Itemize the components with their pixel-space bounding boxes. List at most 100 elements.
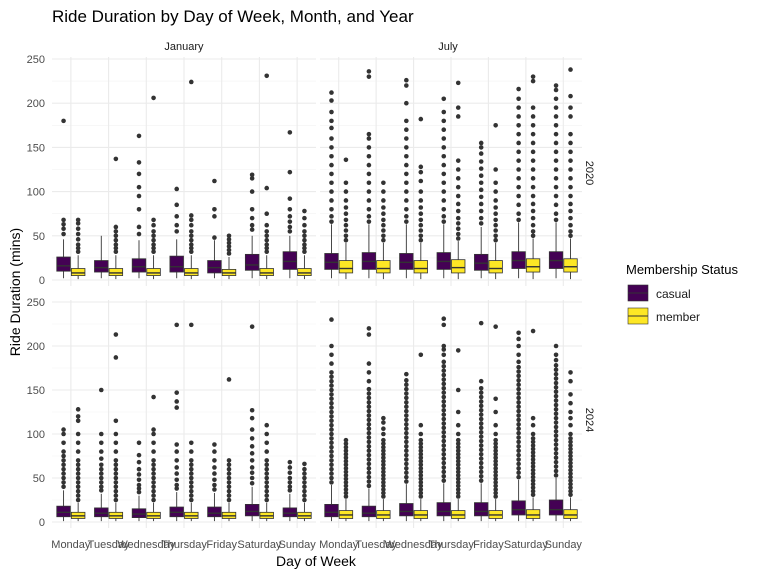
outlier-point xyxy=(493,189,498,194)
outlier-point xyxy=(441,372,447,378)
y-tick-label: 150 xyxy=(27,385,45,397)
outlier-point xyxy=(343,448,349,454)
outlier-point xyxy=(568,131,573,137)
outlier-point xyxy=(493,123,498,128)
outlier-point xyxy=(553,211,559,216)
outlier-point xyxy=(478,140,484,146)
outlier-point xyxy=(366,439,372,445)
outlier-point xyxy=(302,480,307,485)
outlier-point xyxy=(226,493,232,498)
outlier-point xyxy=(441,425,447,431)
panel-july-2024 xyxy=(320,300,582,528)
outlier-point xyxy=(366,408,372,414)
outlier-point xyxy=(530,158,536,163)
outlier-point xyxy=(98,462,104,468)
outlier-point xyxy=(455,455,461,461)
outlier-point xyxy=(329,214,334,219)
box-iqr xyxy=(511,500,526,516)
outlier-point xyxy=(455,431,461,437)
outlier-point xyxy=(568,229,573,234)
outlier-point xyxy=(136,489,142,495)
box-member-monday xyxy=(338,157,354,280)
outlier-point xyxy=(381,455,386,461)
outlier-point xyxy=(174,405,180,410)
outlier-point xyxy=(418,164,424,170)
outlier-point xyxy=(418,458,424,464)
outlier-point xyxy=(113,484,119,490)
outlier-point xyxy=(530,453,536,459)
outlier-point xyxy=(188,322,194,328)
outlier-point xyxy=(381,462,386,468)
outlier-point xyxy=(151,466,156,472)
box-iqr xyxy=(282,507,298,518)
outlier-point xyxy=(478,194,484,200)
outlier-point xyxy=(404,430,409,436)
outlier-point xyxy=(493,444,498,450)
box-iqr xyxy=(488,260,503,274)
outlier-point xyxy=(455,487,461,492)
outlier-point xyxy=(264,493,270,498)
outlier-point xyxy=(418,441,424,446)
outlier-point xyxy=(530,233,536,239)
outlier-point xyxy=(113,458,119,463)
y-axis-title: Ride Duration (mins) xyxy=(7,228,23,356)
outlier-point xyxy=(553,459,559,465)
outlier-point xyxy=(441,180,447,186)
outlier-point xyxy=(404,400,409,405)
outlier-point xyxy=(516,352,521,358)
legend-title: Membership Status xyxy=(626,262,738,277)
y-tick-label: 0 xyxy=(39,275,45,287)
outlier-point xyxy=(381,441,386,446)
outlier-point xyxy=(516,426,521,432)
outlier-point xyxy=(136,466,142,472)
outlier-point xyxy=(366,326,372,331)
outlier-point xyxy=(113,233,119,239)
outlier-point xyxy=(553,158,559,163)
box-iqr xyxy=(94,260,109,273)
outlier-point xyxy=(418,473,424,478)
outlier-point xyxy=(343,469,349,475)
outlier-point xyxy=(553,437,559,443)
outlier-point xyxy=(343,487,349,492)
box-casual-sunday xyxy=(548,83,564,279)
outlier-point xyxy=(530,184,536,190)
outlier-point xyxy=(404,422,409,427)
outlier-point xyxy=(381,189,386,194)
outlier-point xyxy=(553,464,559,469)
outlier-point xyxy=(493,451,498,457)
outlier-point xyxy=(478,399,484,404)
outlier-point xyxy=(478,166,484,171)
outlier-point xyxy=(343,480,349,485)
outlier-point xyxy=(287,488,293,493)
outlier-point xyxy=(61,449,66,454)
outlier-point xyxy=(188,466,194,472)
y-tick-label: 100 xyxy=(27,429,45,441)
outlier-point xyxy=(530,439,536,445)
outlier-point xyxy=(404,153,409,159)
outlier-point xyxy=(329,405,334,410)
outlier-point xyxy=(302,249,307,255)
outlier-point xyxy=(568,446,573,452)
outlier-point xyxy=(329,383,334,388)
outlier-point xyxy=(441,438,447,444)
outlier-point xyxy=(302,475,307,481)
outlier-point xyxy=(530,422,536,428)
x-tick-label: Friday xyxy=(473,539,504,551)
outlier-point xyxy=(188,233,194,239)
box-casual-thursday xyxy=(436,316,451,522)
outlier-point xyxy=(553,393,559,399)
outlier-point xyxy=(493,198,498,203)
outlier-point xyxy=(530,492,536,498)
outlier-point xyxy=(553,131,559,137)
outlier-point xyxy=(478,438,484,444)
outlier-point xyxy=(343,476,349,482)
outlier-point xyxy=(516,217,521,223)
outlier-point xyxy=(478,478,484,483)
outlier-point xyxy=(516,430,521,436)
outlier-point xyxy=(61,484,66,490)
outlier-point xyxy=(516,452,521,458)
outlier-point xyxy=(174,442,180,447)
outlier-point xyxy=(287,484,293,490)
outlier-point xyxy=(455,167,461,172)
outlier-point xyxy=(404,145,409,150)
